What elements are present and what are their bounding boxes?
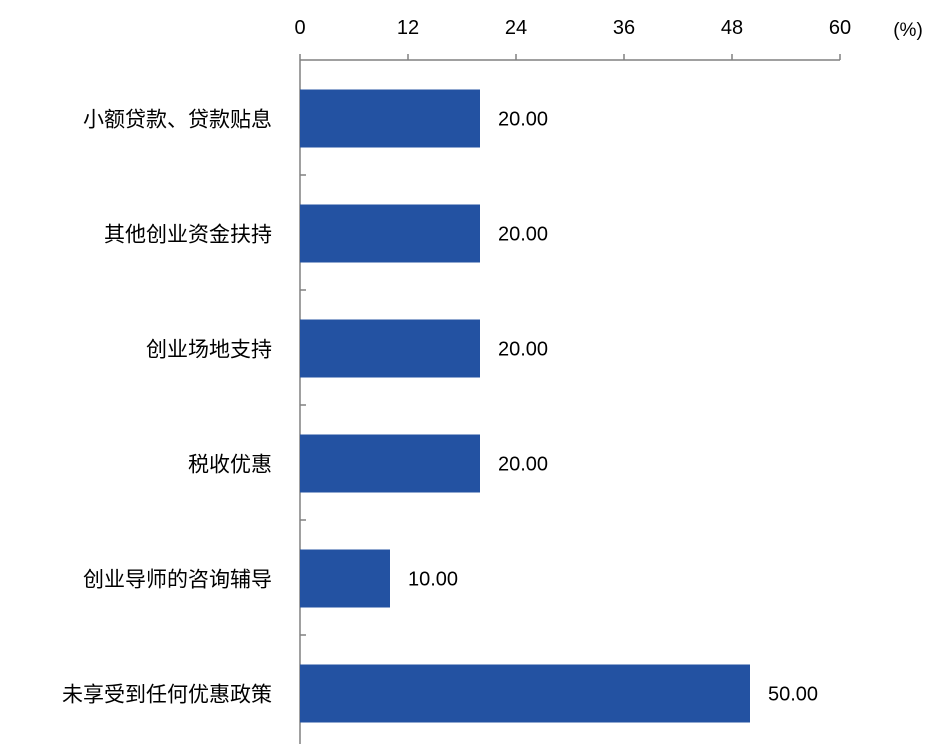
bar: [300, 89, 480, 148]
x-tick-label: 48: [721, 17, 743, 39]
data-label: 20.00: [498, 224, 548, 246]
bar: [300, 549, 390, 608]
data-label: 20.00: [498, 109, 548, 131]
data-label: 10.00: [408, 569, 458, 591]
data-label: 20.00: [498, 454, 548, 476]
x-tick-label: 36: [613, 17, 635, 39]
bar: [300, 319, 480, 378]
category-label: 小额贷款、贷款贴息: [83, 108, 272, 132]
x-tick-label: 24: [505, 17, 527, 39]
category-label: 未享受到任何优惠政策: [62, 683, 272, 707]
category-label: 创业导师的咨询辅导: [83, 568, 272, 592]
category-label: 创业场地支持: [146, 338, 272, 362]
bar: [300, 204, 480, 263]
bar: [300, 664, 750, 723]
data-label: 50.00: [768, 684, 818, 706]
x-tick-label: 0: [294, 17, 305, 39]
bar: [300, 434, 480, 493]
category-label: 税收优惠: [188, 453, 272, 477]
data-label: 20.00: [498, 339, 548, 361]
category-label: 其他创业资金扶持: [104, 223, 272, 247]
axis-unit-label: (%): [893, 20, 923, 41]
x-tick-label: 12: [397, 17, 419, 39]
x-tick-label: 60: [829, 17, 851, 39]
